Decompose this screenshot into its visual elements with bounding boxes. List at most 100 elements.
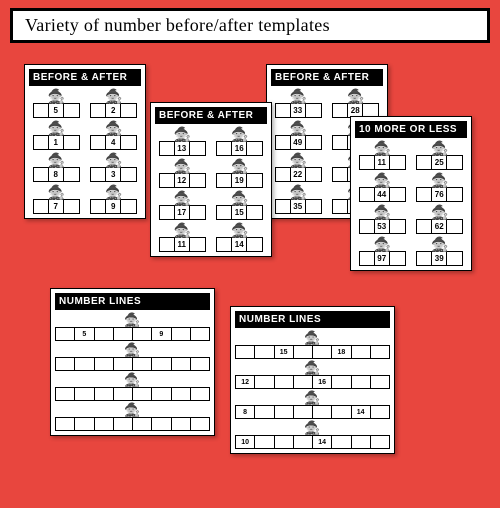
nl-cell	[95, 328, 114, 340]
box-cell	[276, 168, 291, 181]
nl-cell	[275, 406, 294, 418]
box-cell: 11	[175, 238, 190, 251]
ba-item: 🧙19	[213, 159, 268, 188]
header-title: Variety of number before/after templates	[25, 15, 330, 35]
three-box: 7	[33, 199, 80, 214]
box-cell	[34, 104, 49, 117]
nl-cell: 14	[352, 406, 371, 418]
three-box: 35	[275, 199, 322, 214]
nl-cell	[371, 406, 389, 418]
ba-item: 🧙14	[213, 223, 268, 252]
gnome-icon: 🧙	[304, 391, 320, 405]
ba-item: 🧙49	[271, 121, 326, 150]
nl-cell: 14	[313, 436, 332, 448]
nl-cell	[95, 358, 114, 370]
gnome-icon: 🧙	[231, 127, 248, 141]
box-cell	[34, 168, 49, 181]
before-after-grid: 🧙5🧙2🧙1🧙4🧙8🧙3🧙7🧙9	[29, 89, 141, 214]
nl-cell	[133, 388, 152, 400]
gnome-icon: 🧙	[105, 89, 122, 103]
box-cell	[160, 174, 175, 187]
nl-cell	[275, 436, 294, 448]
box-cell: 3	[106, 168, 121, 181]
gnome-icon: 🧙	[124, 313, 140, 327]
nl-cell	[172, 418, 191, 430]
nl-cell	[172, 388, 191, 400]
nl-cell	[255, 436, 274, 448]
worksheet-title: 10 MORE OR LESS	[355, 121, 467, 138]
ba-item: 🧙62	[413, 205, 468, 234]
three-box: 2	[90, 103, 137, 118]
box-cell: 4	[106, 136, 121, 149]
nl-cell: 16	[313, 376, 332, 388]
ba-item: 🧙17	[155, 191, 210, 220]
gnome-icon: 🧙	[374, 173, 391, 187]
box-cell: 2	[106, 104, 121, 117]
ba-item: 🧙11	[155, 223, 210, 252]
three-box: 11	[159, 237, 206, 252]
box-cell	[190, 238, 205, 251]
gnome-icon: 🧙	[347, 89, 364, 103]
gnome-icon: 🧙	[290, 121, 307, 135]
box-cell	[306, 200, 321, 213]
box-cell: 97	[375, 252, 390, 265]
gnome-icon: 🧙	[174, 159, 191, 173]
ba-item: 🧙2	[87, 89, 142, 118]
gnome-icon: 🧙	[374, 205, 391, 219]
nl-cell	[255, 406, 274, 418]
gnome-icon: 🧙	[290, 89, 307, 103]
box-cell: 35	[291, 200, 306, 213]
box-cell: 33	[291, 104, 306, 117]
box-cell	[247, 206, 262, 219]
three-box: 44	[359, 187, 406, 202]
box-cell: 12	[175, 174, 190, 187]
box-cell	[121, 104, 136, 117]
box-cell	[217, 174, 232, 187]
box-cell: 14	[232, 238, 247, 251]
three-box: 25	[416, 155, 463, 170]
gnome-icon: 🧙	[374, 237, 391, 251]
three-box: 15	[216, 205, 263, 220]
three-box: 22	[275, 167, 322, 182]
number-line-row: 🧙	[55, 343, 210, 371]
nl-cell	[133, 358, 152, 370]
box-cell	[160, 142, 175, 155]
nl-cell	[275, 376, 294, 388]
box-cell	[217, 238, 232, 251]
box-cell	[64, 168, 79, 181]
gnome-icon: 🧙	[105, 121, 122, 135]
nl-cell	[133, 418, 152, 430]
nl-cell	[371, 376, 389, 388]
number-line-row: 🧙1518	[235, 331, 390, 359]
box-cell	[121, 200, 136, 213]
box-cell	[276, 200, 291, 213]
ba-item: 🧙33	[271, 89, 326, 118]
gnome-icon: 🧙	[48, 89, 65, 103]
ba-item: 🧙8	[29, 153, 84, 182]
box-cell	[417, 188, 432, 201]
number-line-boxes: 1014	[235, 435, 390, 449]
nl-cell	[75, 388, 94, 400]
ba-item: 🧙35	[271, 185, 326, 214]
number-line-boxes	[55, 387, 210, 401]
ba-item: 🧙5	[29, 89, 84, 118]
three-box: 19	[216, 173, 263, 188]
nl-cell	[56, 388, 75, 400]
gnome-icon: 🧙	[304, 361, 320, 375]
nl-cell	[75, 418, 94, 430]
worksheet-title: BEFORE & AFTER	[29, 69, 141, 86]
ba-item: 🧙97	[355, 237, 410, 266]
ba-item: 🧙11	[355, 141, 410, 170]
nl-cell	[371, 346, 389, 358]
nl-cell	[95, 388, 114, 400]
nl-cell	[294, 346, 313, 358]
box-cell	[91, 136, 106, 149]
three-box: 16	[216, 141, 263, 156]
worksheet-title: BEFORE & AFTER	[271, 69, 383, 86]
box-cell	[64, 104, 79, 117]
worksheet-more_less: 10 MORE OR LESS🧙11🧙25🧙44🧙76🧙53🧙62🧙97🧙39	[350, 116, 472, 271]
box-cell	[247, 238, 262, 251]
gnome-icon: 🧙	[105, 185, 122, 199]
nl-cell	[191, 358, 209, 370]
gnome-icon: 🧙	[124, 403, 140, 417]
